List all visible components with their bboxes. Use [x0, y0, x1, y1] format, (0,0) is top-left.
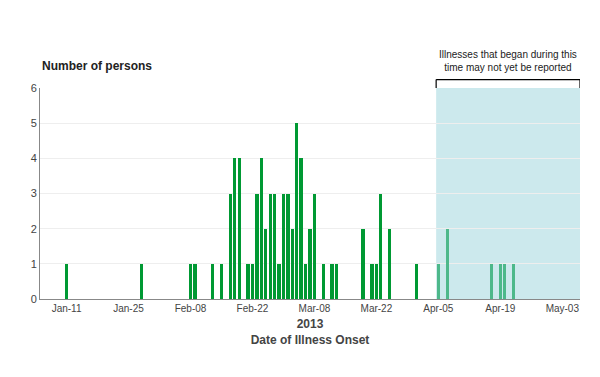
svg-text:Jan-11: Jan-11	[52, 303, 82, 314]
svg-text:3: 3	[31, 187, 37, 199]
svg-text:5: 5	[31, 117, 37, 129]
svg-text:Number of persons: Number of persons	[42, 59, 152, 73]
svg-text:0: 0	[31, 293, 37, 305]
svg-text:Mar-22: Mar-22	[361, 303, 393, 314]
svg-text:2013Date of Illness Onset: 2013Date of Illness Onset	[251, 317, 370, 347]
svg-text:May-03: May-03	[546, 303, 580, 314]
svg-text:6: 6	[31, 82, 37, 94]
svg-text:Feb-08: Feb-08	[175, 303, 207, 314]
svg-text:2: 2	[31, 223, 37, 235]
svg-text:Apr-05: Apr-05	[423, 303, 453, 314]
svg-text:Apr-19: Apr-19	[485, 303, 515, 314]
svg-text:Feb-22: Feb-22	[237, 303, 269, 314]
svg-text:Illnesses that began during th: Illnesses that began during thistime may…	[439, 49, 577, 73]
svg-text:4: 4	[31, 152, 37, 164]
svg-text:Jan-25: Jan-25	[113, 303, 144, 314]
svg-text:1: 1	[31, 258, 37, 270]
svg-text:Mar-08: Mar-08	[299, 303, 331, 314]
